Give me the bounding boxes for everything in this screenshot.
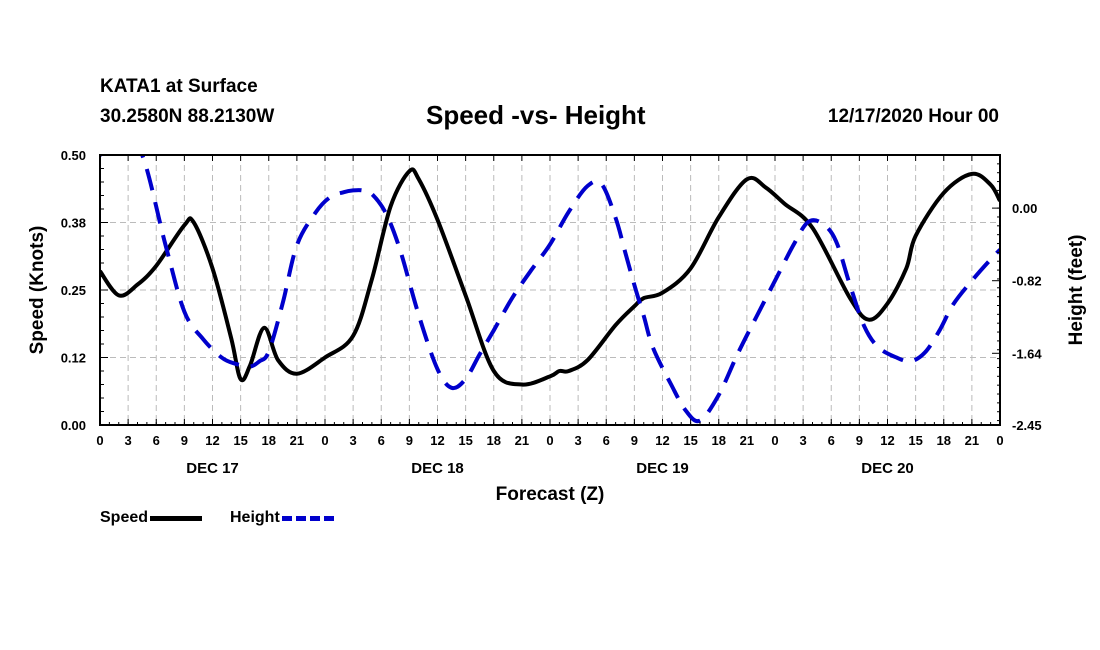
ticks: [99, 154, 1001, 426]
y-tick-label: 0.38: [61, 216, 86, 231]
chart-title: Speed -vs- Height: [426, 100, 646, 130]
x-tick-label: 12: [880, 433, 894, 448]
x-tick-label: 21: [965, 433, 979, 448]
x-tick-label: 12: [205, 433, 219, 448]
x-tick-label: 15: [683, 433, 697, 448]
x-tick-label: 0: [546, 433, 553, 448]
day-label: DEC 19: [636, 460, 689, 477]
x-tick-label: 3: [575, 433, 582, 448]
x-tick-label: 9: [181, 433, 188, 448]
x-tick-label: 6: [378, 433, 385, 448]
x-tick-label: 12: [430, 433, 444, 448]
x-tick-label: 6: [153, 433, 160, 448]
x-tick-label: 15: [233, 433, 247, 448]
x-tick-label: 21: [290, 433, 304, 448]
legend-height-label: Height: [230, 509, 280, 526]
x-axis-label: Forecast (Z): [496, 484, 605, 505]
x-tick-label: 3: [350, 433, 357, 448]
x-tick-label: 0: [996, 433, 1003, 448]
y2-tick-label: -1.64: [1012, 346, 1042, 361]
x-tick-label: 9: [631, 433, 638, 448]
x-tick-label: 15: [458, 433, 472, 448]
x-tick-label: 0: [321, 433, 328, 448]
legend-speed-swatch: [150, 515, 203, 521]
x-tick-label: 0: [771, 433, 778, 448]
height-series-line: [100, 155, 1000, 424]
x-tick-label: 18: [487, 433, 501, 448]
y-tick-label: 0.12: [61, 351, 86, 366]
legend-height: Height: [230, 509, 334, 527]
y2-tick-label: -2.45: [1012, 418, 1042, 433]
y-axis-label: Speed (Knots): [27, 226, 48, 355]
x-tick-label: 3: [125, 433, 132, 448]
x-tick-label: 12: [655, 433, 669, 448]
x-tick-label: 9: [406, 433, 413, 448]
x-tick-label: 18: [937, 433, 951, 448]
x-tick-label: 9: [856, 433, 863, 448]
x-tick-label: 6: [828, 433, 835, 448]
x-tick-label: 18: [712, 433, 726, 448]
y2-tick-label: -0.82: [1012, 274, 1042, 289]
x-tick-label: 0: [96, 433, 103, 448]
x-tick-label: 15: [908, 433, 922, 448]
y-tick-label: 0.25: [61, 283, 86, 298]
y2-tick-label: 0.00: [1012, 201, 1037, 216]
x-tick-label: 21: [740, 433, 754, 448]
day-label: DEC 20: [861, 460, 914, 477]
x-tick-label: 6: [603, 433, 610, 448]
series-layer: [100, 155, 1000, 424]
forecast-datetime: 12/17/2020 Hour 00: [827, 106, 999, 127]
station-coordinates: 30.2580N 88.2130W: [100, 106, 275, 127]
grid: [100, 155, 1000, 425]
tick-labels: 0 3 6 9 12 15 18 21 0 3 6 9 12 15 18 21 0 3 6 9 12 15 18 21 0 3 6 9…: [61, 148, 1043, 477]
x-tick-label: 3: [800, 433, 807, 448]
day-label: DEC 18: [411, 460, 464, 477]
y2-axis-label: Height (feet): [1066, 235, 1087, 346]
x-tick-label: 18: [262, 433, 276, 448]
station-title: KATA1 at Surface: [100, 76, 258, 97]
y-tick-label: 0.50: [61, 148, 86, 163]
y-tick-label: 0.00: [61, 418, 86, 433]
day-label: DEC 17: [186, 460, 239, 477]
legend-speed: Speed: [100, 509, 203, 527]
legend-speed-label: Speed: [100, 509, 149, 526]
x-tick-label: 21: [515, 433, 529, 448]
legend-height-swatch: [281, 515, 334, 521]
